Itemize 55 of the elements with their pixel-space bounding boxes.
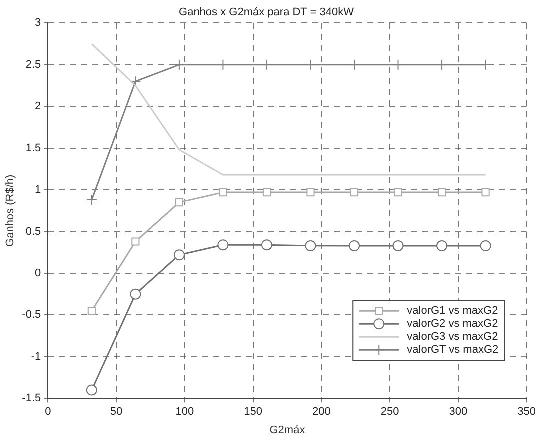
point <box>482 188 490 197</box>
point <box>86 194 98 206</box>
y-tick-label: 3 <box>35 17 42 30</box>
legend-label: valorG2 vs maxG2 <box>407 318 498 330</box>
point <box>392 240 404 252</box>
point <box>218 59 229 70</box>
x-tick-label: 0 <box>45 406 52 418</box>
point <box>306 188 315 197</box>
point <box>218 240 229 251</box>
x-tick-label: 150 <box>244 406 262 418</box>
point <box>438 188 446 197</box>
y-tick-label: -1.5 <box>22 392 42 405</box>
point <box>219 188 228 197</box>
point <box>349 59 360 70</box>
x-tick-label: 350 <box>518 406 536 418</box>
point <box>261 59 272 70</box>
y-tick-label: 2 <box>35 100 42 113</box>
point <box>305 59 316 70</box>
point <box>88 306 96 316</box>
y-tick-label: -1 <box>31 350 42 363</box>
x-tick-label: 100 <box>176 406 194 418</box>
x-tick-label: 200 <box>312 406 331 418</box>
point <box>262 188 272 197</box>
x-tick-label: 250 <box>380 406 400 418</box>
legend-label: valorG3 vs maxG2 <box>407 331 498 344</box>
y-tick-label: -0.5 <box>22 309 42 322</box>
point <box>175 198 184 207</box>
y-tick-label: 0 <box>35 268 42 280</box>
point <box>480 59 492 70</box>
point <box>174 59 185 70</box>
point <box>86 384 98 396</box>
chart-title: Ganhos x G2máx para DT = 340kW <box>179 6 355 19</box>
point <box>392 59 404 70</box>
y-tick-label: 2.5 <box>26 58 42 71</box>
y-tick-label: 1.5 <box>26 142 42 154</box>
point <box>394 188 402 197</box>
y-axis-title: Ganhos (R$/h) <box>4 174 17 247</box>
point <box>132 238 140 246</box>
x-axis-title: G2máx <box>270 424 306 436</box>
legend-label: valorGT vs maxG2 <box>407 344 499 356</box>
point <box>261 240 272 251</box>
point <box>130 76 142 88</box>
point <box>305 240 316 252</box>
point <box>436 240 448 252</box>
x-tick-label: 300 <box>449 406 468 418</box>
legend-label: valorG1 vs maxG2 <box>407 305 498 318</box>
point <box>130 288 142 300</box>
y-tick-label: 0.5 <box>26 226 42 238</box>
point <box>349 240 360 252</box>
point <box>480 240 492 252</box>
point <box>350 188 359 197</box>
x-tick-label: 50 <box>110 406 123 418</box>
point <box>436 59 448 70</box>
point <box>174 250 185 261</box>
y-tick-label: 1 <box>35 184 42 196</box>
